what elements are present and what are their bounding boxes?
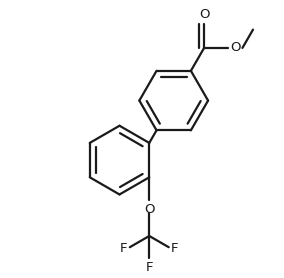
- Text: O: O: [199, 8, 209, 21]
- Text: F: F: [145, 261, 153, 274]
- Text: O: O: [144, 203, 154, 216]
- Text: F: F: [120, 242, 128, 255]
- Text: O: O: [231, 41, 241, 54]
- Text: F: F: [171, 242, 179, 255]
